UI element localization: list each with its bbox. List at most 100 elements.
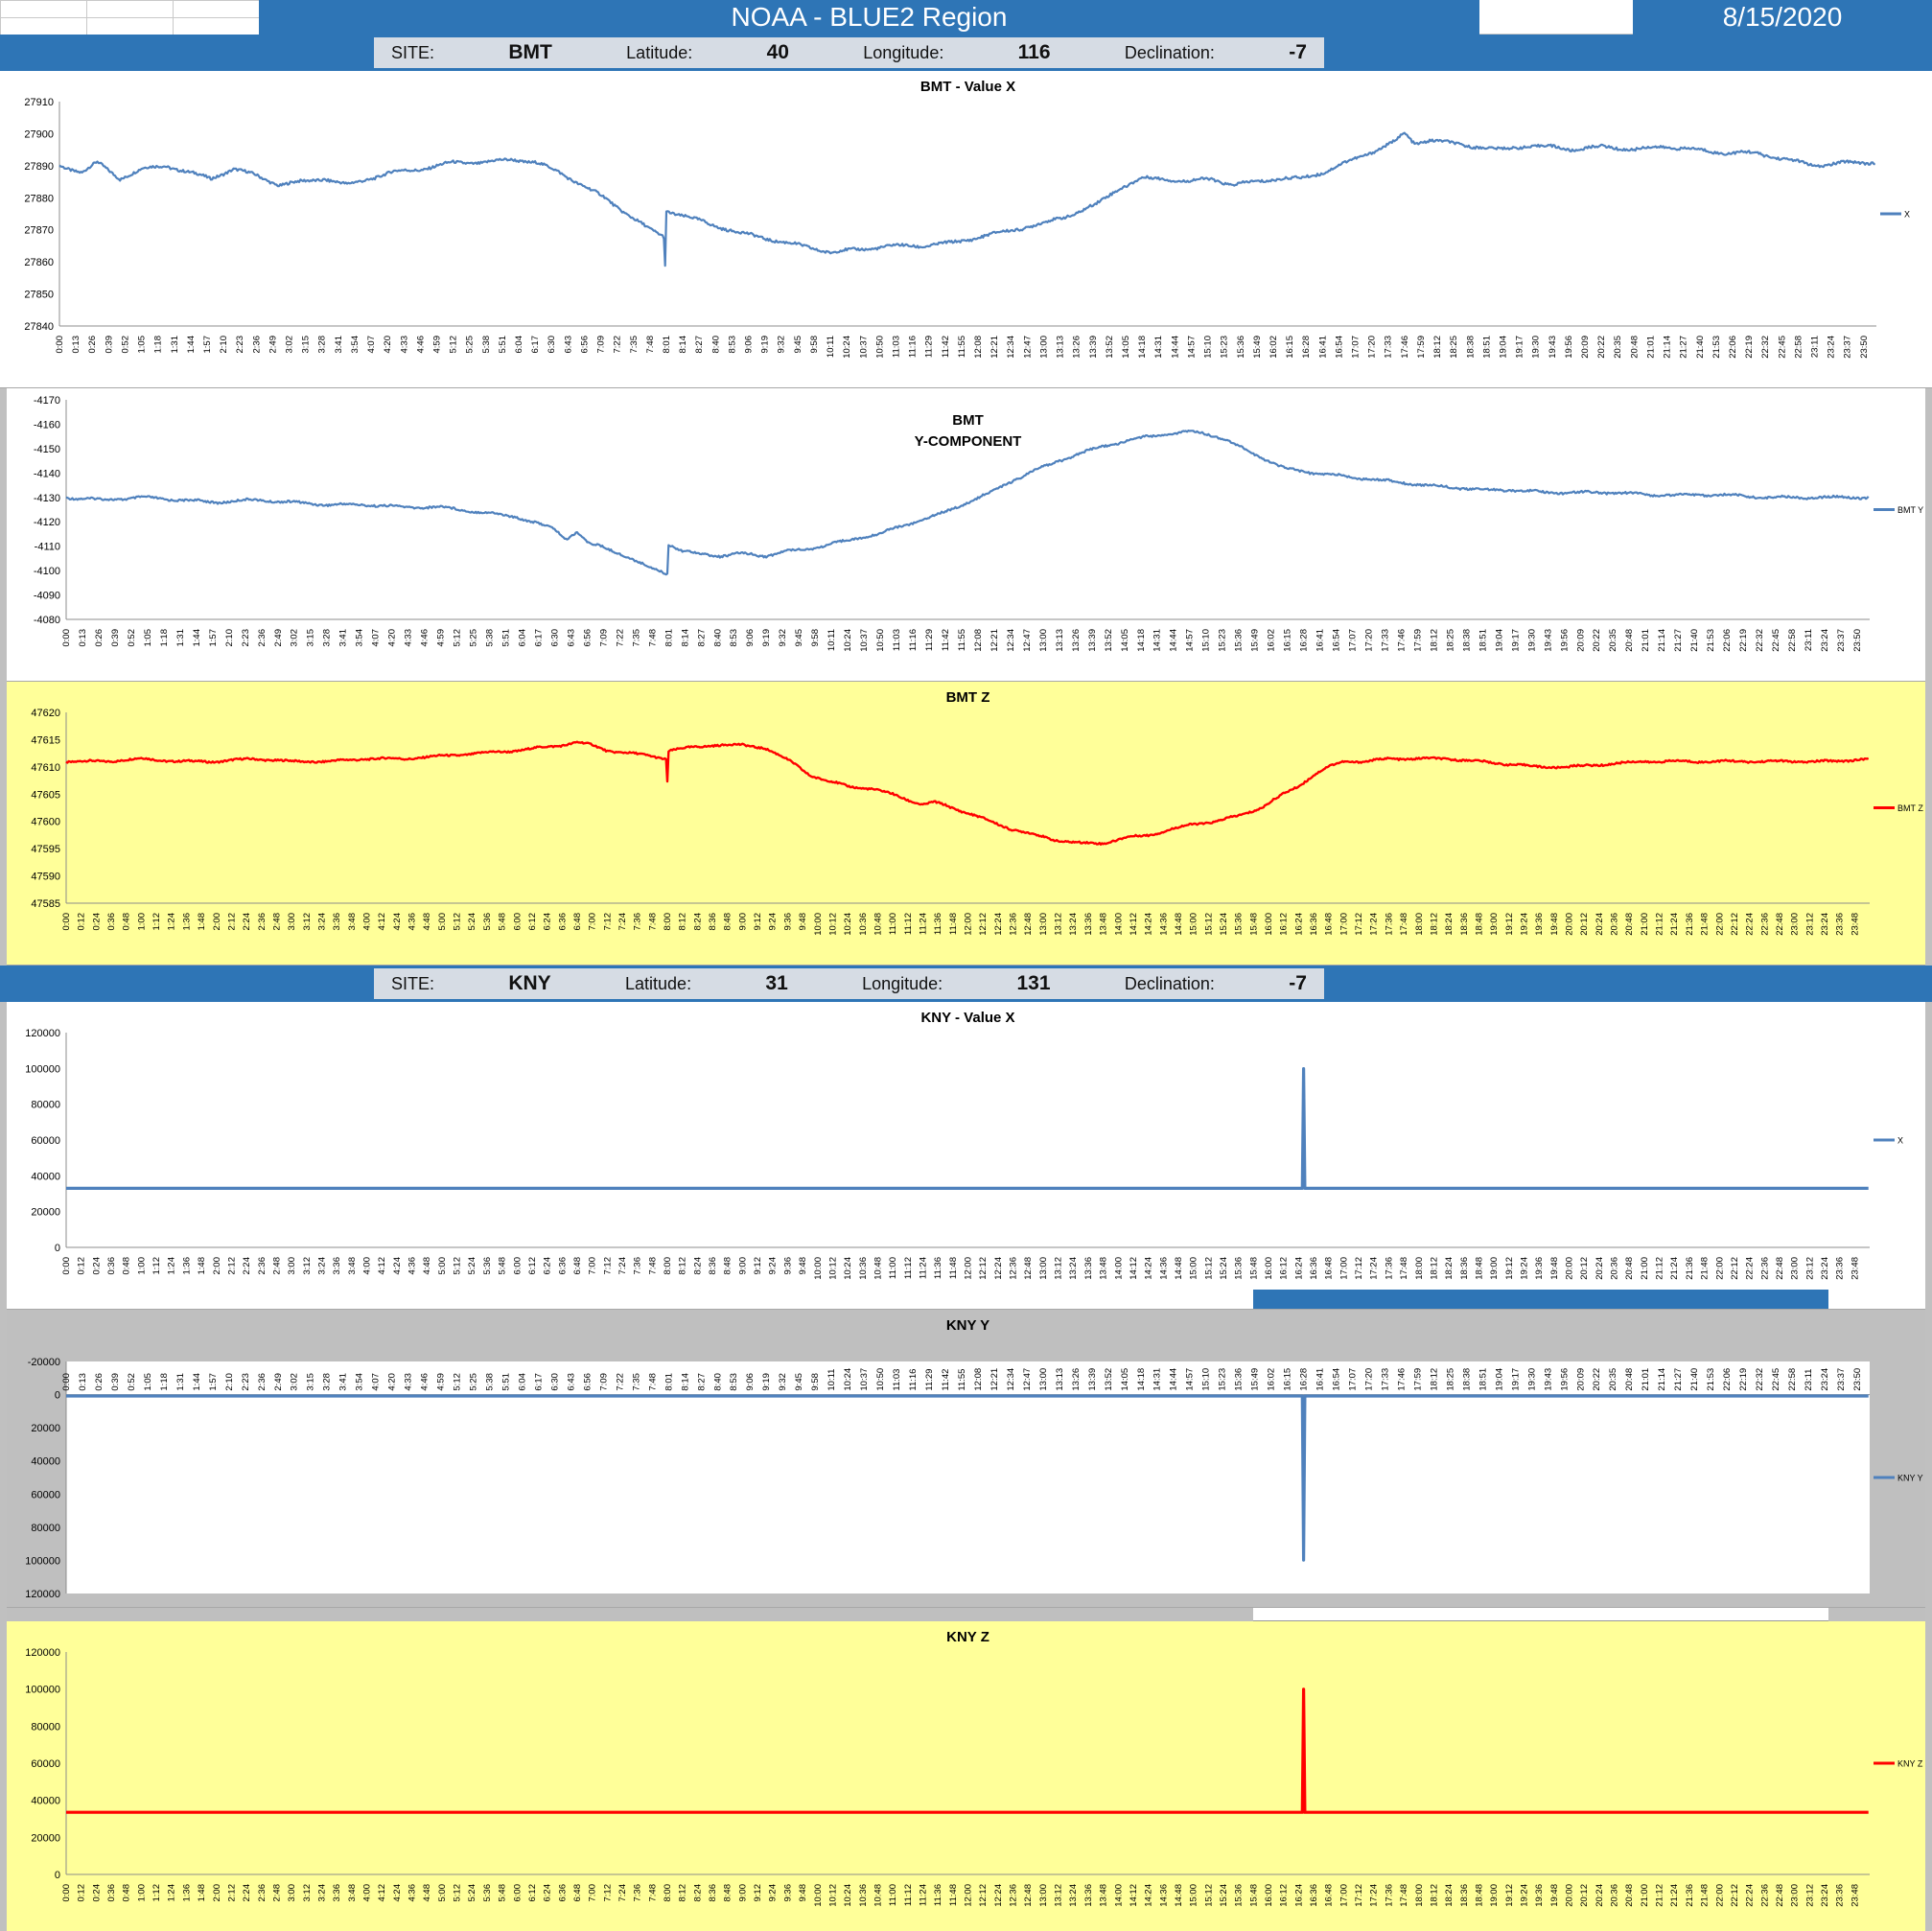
svg-text:19:12: 19:12 (1504, 913, 1515, 936)
svg-text:1:24: 1:24 (167, 1257, 177, 1275)
svg-text:120000: 120000 (25, 1647, 60, 1659)
svg-text:27890: 27890 (24, 161, 54, 173)
svg-text:8:00: 8:00 (663, 1257, 673, 1275)
chart-kny-y[interactable]: -20000 0 20000 40000 60000 80000 100000 120000 0… (7, 1310, 1925, 1608)
svg-text:8:14: 8:14 (678, 336, 688, 354)
svg-text:21:00: 21:00 (1640, 913, 1650, 936)
svg-text:4:12: 4:12 (377, 1257, 387, 1275)
svg-text:1:05: 1:05 (137, 336, 148, 354)
svg-text:4:20: 4:20 (383, 336, 393, 354)
svg-text:1:36: 1:36 (181, 1884, 192, 1902)
svg-text:16:36: 16:36 (1309, 1257, 1319, 1280)
svg-text:6:04: 6:04 (514, 336, 524, 354)
svg-text:14:36: 14:36 (1158, 1884, 1169, 1907)
svg-text:5:48: 5:48 (498, 1884, 508, 1902)
svg-text:10:24: 10:24 (843, 1884, 853, 1907)
svg-text:23:24: 23:24 (1820, 1368, 1830, 1391)
svg-text:21:12: 21:12 (1655, 1884, 1665, 1907)
svg-text:22:45: 22:45 (1777, 336, 1787, 359)
svg-text:7:00: 7:00 (588, 1257, 598, 1275)
svg-text:16:54: 16:54 (1334, 336, 1344, 359)
svg-text:11:16: 11:16 (908, 1369, 919, 1391)
svg-text:3:12: 3:12 (302, 1257, 313, 1275)
svg-text:13:36: 13:36 (1083, 1257, 1094, 1280)
chart-kny-z[interactable]: 120000 100000 80000 60000 40000 20000 0 0:00 0:1… (7, 1621, 1925, 1931)
svg-text:47590: 47590 (31, 872, 60, 883)
svg-text:4:36: 4:36 (407, 913, 418, 931)
svg-text:5:38: 5:38 (481, 336, 492, 354)
svg-text:22:36: 22:36 (1759, 1884, 1770, 1907)
chart-kny-x[interactable]: 120000 100000 80000 60000 40000 20000 0 0:00 0:1… (7, 1002, 1925, 1310)
svg-text:21:48: 21:48 (1700, 1257, 1711, 1280)
svg-text:1:05: 1:05 (143, 629, 153, 647)
svg-text:5:12: 5:12 (453, 1373, 463, 1391)
svg-text:13:52: 13:52 (1104, 629, 1114, 652)
svg-text:16:41: 16:41 (1315, 1368, 1326, 1391)
svg-text:17:07: 17:07 (1348, 629, 1359, 652)
svg-text:3:02: 3:02 (285, 336, 295, 354)
svg-text:22:45: 22:45 (1771, 629, 1781, 652)
chart-bmt-z[interactable]: 47620 47615 47610 47605 47600 47595 47590 47585… (7, 682, 1925, 966)
svg-text:8:53: 8:53 (727, 336, 737, 354)
svg-text:3:12: 3:12 (302, 913, 313, 931)
svg-text:9:45: 9:45 (794, 629, 804, 647)
chart-bmt-x[interactable]: 27910 27900 27890 27880 27870 27860 27850 27840… (0, 71, 1932, 388)
svg-text:-4150: -4150 (34, 444, 60, 455)
svg-text:9:48: 9:48 (798, 1884, 808, 1902)
svg-text:14:00: 14:00 (1113, 1257, 1124, 1280)
svg-text:80000: 80000 (31, 1523, 60, 1534)
svg-text:BMT Y: BMT Y (1897, 505, 1923, 515)
svg-text:23:24: 23:24 (1820, 1257, 1830, 1280)
svg-text:17:33: 17:33 (1384, 336, 1394, 359)
svg-text:12:08: 12:08 (973, 336, 984, 359)
svg-text:11:42: 11:42 (941, 1369, 951, 1391)
svg-text:8:48: 8:48 (723, 1884, 733, 1902)
svg-text:19:12: 19:12 (1504, 1884, 1515, 1907)
svg-text:2:23: 2:23 (241, 1373, 251, 1391)
svg-text:22:06: 22:06 (1722, 1368, 1733, 1391)
svg-text:2:49: 2:49 (273, 1373, 284, 1391)
svg-text:6:17: 6:17 (534, 629, 545, 647)
svg-text:15:12: 15:12 (1203, 1257, 1214, 1280)
svg-text:8:12: 8:12 (678, 1257, 688, 1275)
svg-text:4:24: 4:24 (392, 1884, 403, 1902)
longitude-label: Longitude: (863, 42, 944, 62)
svg-text:0:00: 0:00 (55, 336, 65, 354)
svg-text:14:36: 14:36 (1158, 1257, 1169, 1280)
svg-text:10:00: 10:00 (813, 1884, 824, 1907)
svg-text:10:37: 10:37 (858, 336, 869, 359)
svg-text:9:12: 9:12 (753, 1884, 763, 1902)
spreadsheet-cells-right[interactable] (1479, 0, 1633, 35)
svg-text:6:43: 6:43 (566, 1373, 576, 1391)
svg-text:27870: 27870 (24, 225, 54, 237)
svg-text:19:30: 19:30 (1526, 1368, 1537, 1391)
svg-text:-4110: -4110 (35, 542, 60, 553)
svg-text:11:12: 11:12 (903, 1884, 914, 1906)
svg-text:10:50: 10:50 (875, 629, 886, 652)
svg-text:2:36: 2:36 (257, 1373, 268, 1391)
svg-text:8:53: 8:53 (729, 629, 739, 647)
svg-text:12:24: 12:24 (993, 913, 1004, 936)
svg-text:1:12: 1:12 (151, 913, 162, 931)
svg-text:17:46: 17:46 (1397, 1368, 1408, 1391)
svg-text:21:36: 21:36 (1685, 1257, 1695, 1280)
svg-text:23:48: 23:48 (1850, 913, 1860, 936)
svg-text:17:24: 17:24 (1369, 1884, 1380, 1907)
svg-text:20:09: 20:09 (1575, 629, 1586, 652)
svg-text:3:54: 3:54 (355, 1373, 365, 1391)
svg-text:8:14: 8:14 (680, 629, 690, 647)
svg-text:22:48: 22:48 (1775, 1257, 1785, 1280)
svg-text:8:36: 8:36 (708, 1884, 718, 1902)
svg-text:8:36: 8:36 (708, 913, 718, 931)
site-label: SITE: (391, 42, 435, 62)
svg-text:12:08: 12:08 (973, 1368, 984, 1391)
svg-text:23:37: 23:37 (1836, 629, 1847, 652)
svg-text:8:40: 8:40 (710, 336, 721, 354)
svg-text:15:00: 15:00 (1189, 913, 1199, 936)
chart-bmt-y[interactable]: -4170 -4160 -4150 -4140 -4130 -4120 -4110 -4100… (7, 388, 1925, 682)
svg-text:10:50: 10:50 (875, 1368, 886, 1391)
svg-text:16:24: 16:24 (1293, 1257, 1304, 1280)
spreadsheet-cells-left[interactable] (0, 0, 259, 35)
svg-text:23:12: 23:12 (1804, 1257, 1815, 1280)
svg-text:16:28: 16:28 (1299, 629, 1310, 652)
